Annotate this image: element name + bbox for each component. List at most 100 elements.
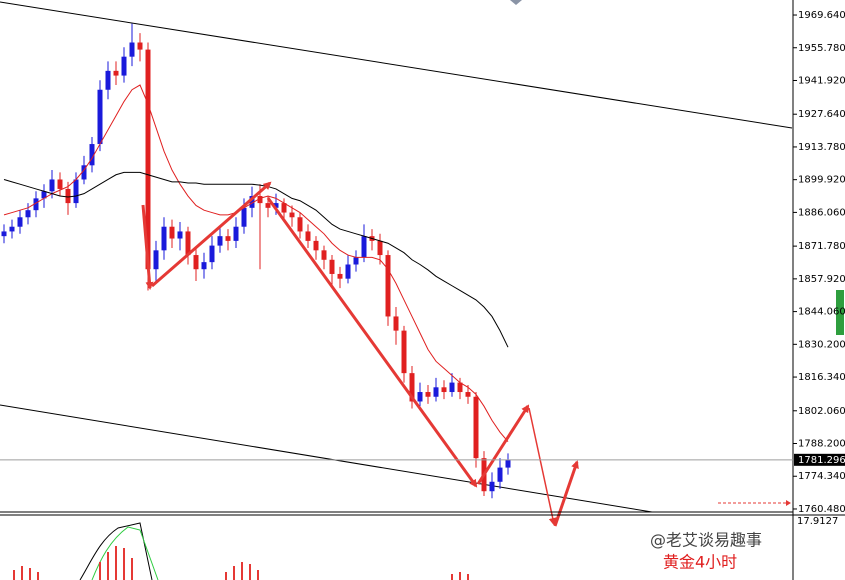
candle-body: [57, 179, 63, 189]
candle-body: [249, 196, 255, 208]
indicator-value: 17.9127: [797, 516, 838, 527]
candle-body: [505, 459, 511, 468]
candle-body: [153, 250, 159, 270]
annotation: 黄金4小时: [663, 553, 737, 572]
candle-body: [73, 179, 79, 204]
y-tick-label: 1886.060: [798, 207, 845, 218]
candle-body: [321, 250, 327, 260]
candle-body: [305, 231, 311, 241]
candle-body: [137, 42, 143, 50]
candle-body: [193, 255, 199, 270]
pending-arrow: [786, 500, 791, 506]
candle-body: [353, 257, 359, 265]
y-tick-label: 1774.340: [798, 471, 845, 482]
candle-body: [377, 240, 383, 256]
candle-body: [185, 231, 191, 256]
y-tick-label: 1871.780: [798, 241, 845, 252]
candle-body: [313, 240, 319, 251]
y-tick-label: 1927.640: [798, 109, 845, 120]
arrow: [151, 181, 272, 288]
arrow: [266, 197, 478, 488]
candle-body: [97, 89, 103, 145]
candle-body: [297, 217, 303, 232]
candle-body: [81, 165, 87, 180]
watermark: @老艾谈易趣事: [650, 531, 762, 550]
candle-body: [337, 273, 343, 279]
candle-body: [273, 203, 279, 208]
candle-body: [257, 196, 263, 204]
scroll-indicator: [836, 290, 844, 335]
candle-body: [385, 255, 391, 317]
candle-body: [145, 49, 151, 270]
candle-body: [265, 203, 271, 208]
candle-body: [361, 236, 367, 258]
candle-body: [473, 396, 479, 459]
candle-body: [401, 330, 407, 374]
candle-body: [33, 198, 39, 211]
candle-body: [169, 226, 175, 239]
candle-body: [289, 212, 295, 218]
marker: [510, 0, 522, 5]
candle-body: [409, 373, 415, 402]
candle-body: [209, 245, 215, 263]
candle-body: [201, 262, 207, 270]
candle-body: [113, 70, 119, 76]
current-price-box: [794, 453, 845, 466]
candle-body: [417, 392, 423, 402]
candle-body: [497, 467, 503, 482]
candle-body: [393, 316, 399, 331]
y-tick-label: 1899.920: [798, 175, 845, 186]
candle-body: [161, 226, 167, 251]
current-price-label: 1781.296: [798, 455, 845, 466]
candle-body: [457, 382, 463, 393]
plot-area: [1, 23, 511, 499]
candle-body: [241, 207, 247, 227]
arrow: [476, 404, 530, 485]
candle-body: [225, 236, 231, 241]
candle-body: [345, 264, 351, 279]
candle-body: [329, 259, 335, 274]
channel-upper: [0, 1, 793, 129]
moving-average: [3, 84, 509, 442]
candle-body: [41, 191, 47, 199]
indicator-line: [79, 522, 153, 580]
y-tick-label: 1830.200: [798, 339, 845, 350]
trend-arrows: [141, 181, 579, 527]
candle-body: [105, 70, 111, 90]
candle-body: [1, 231, 7, 237]
candle-body: [65, 188, 71, 204]
candle-body: [281, 203, 287, 213]
candle-body: [217, 236, 223, 246]
candle-body: [17, 217, 23, 227]
indicator-bars: [13, 546, 469, 580]
candle-body: [465, 392, 471, 397]
y-tick-label: 1844.060: [798, 307, 845, 318]
candle-body: [121, 56, 127, 76]
moving-average: [3, 171, 509, 348]
channel-lower: [0, 404, 653, 513]
arrow: [141, 204, 154, 290]
candle-body: [233, 226, 239, 241]
y-tick-label: 1816.340: [798, 372, 845, 383]
candle-body: [433, 387, 439, 397]
candle-body: [9, 226, 15, 232]
candle-body: [177, 231, 183, 239]
indicator-pane: 17.9127: [13, 516, 838, 580]
candle-body: [425, 392, 431, 397]
y-tick-label: 1760.480: [798, 504, 845, 515]
y-tick-label: 1788.200: [798, 439, 845, 450]
candle-body: [449, 382, 455, 393]
y-tick-label: 1913.780: [798, 142, 845, 153]
arrow: [528, 407, 557, 526]
candle-body: [25, 210, 31, 218]
candle-body: [489, 481, 495, 492]
y-tick-label: 1857.920: [798, 274, 845, 285]
y-tick-label: 1969.640: [798, 10, 845, 21]
y-tick-label: 1802.060: [798, 406, 845, 417]
candle-body: [129, 42, 135, 57]
indicator-line: [91, 526, 159, 580]
candle-body: [441, 387, 447, 393]
candle-body: [49, 179, 55, 192]
